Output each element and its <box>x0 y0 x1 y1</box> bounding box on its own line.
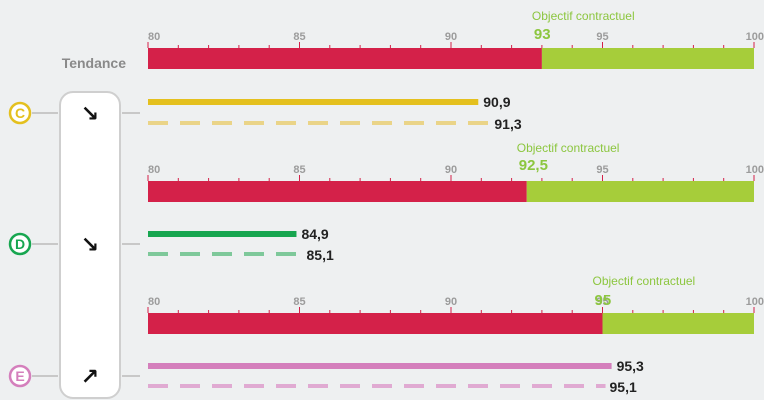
objective-label: Objectif contractuel <box>593 274 696 288</box>
indicator-letter: E <box>15 368 24 384</box>
objective-value: 93 <box>534 26 551 43</box>
tick-label: 85 <box>293 296 305 308</box>
tick-label: 80 <box>148 31 160 43</box>
objective-value: 92,5 <box>519 157 548 174</box>
trend-box <box>59 91 121 399</box>
tick-label: 80 <box>148 164 160 176</box>
previous-value-label: 95,1 <box>610 379 637 395</box>
trend-down-icon: ↘ <box>81 101 99 126</box>
trend-down-icon: ↘ <box>81 232 99 257</box>
indicator-circle <box>8 232 32 256</box>
indicator-letter: D <box>15 236 25 252</box>
below-objective-segment <box>148 313 603 334</box>
tick-label: 95 <box>596 31 608 43</box>
objective-value: 95 <box>595 292 612 309</box>
tick-label: 80 <box>148 296 160 308</box>
tick-label: 85 <box>293 31 305 43</box>
previous-value-label: 85,1 <box>307 247 334 263</box>
current-value-label: 84,9 <box>301 226 328 242</box>
objective-label: Objectif contractuel <box>532 9 635 23</box>
below-objective-segment <box>148 48 542 69</box>
previous-value-label: 91,3 <box>494 116 521 132</box>
tick-label: 90 <box>445 164 457 176</box>
indicator-letter: C <box>15 105 25 121</box>
trend-up-icon: ↗ <box>81 364 99 389</box>
below-objective-segment <box>148 181 527 202</box>
indicator-circle <box>8 364 32 388</box>
tick-label: 95 <box>596 164 608 176</box>
objective-label: Objectif contractuel <box>517 141 620 155</box>
current-value-label: 90,9 <box>483 94 510 110</box>
indicator-circle <box>8 101 32 125</box>
tick-label: 85 <box>293 164 305 176</box>
tick-label: 90 <box>445 296 457 308</box>
trend-title: Tendance <box>62 55 127 71</box>
current-value-label: 95,3 <box>617 358 644 374</box>
tick-label: 100 <box>746 164 764 176</box>
above-objective-segment <box>526 181 754 202</box>
above-objective-segment <box>541 48 754 69</box>
tick-label: 90 <box>445 31 457 43</box>
above-objective-segment <box>602 313 754 334</box>
tick-label: 100 <box>746 296 764 308</box>
tick-label: 95 <box>596 296 608 308</box>
tick-label: 100 <box>746 31 764 43</box>
